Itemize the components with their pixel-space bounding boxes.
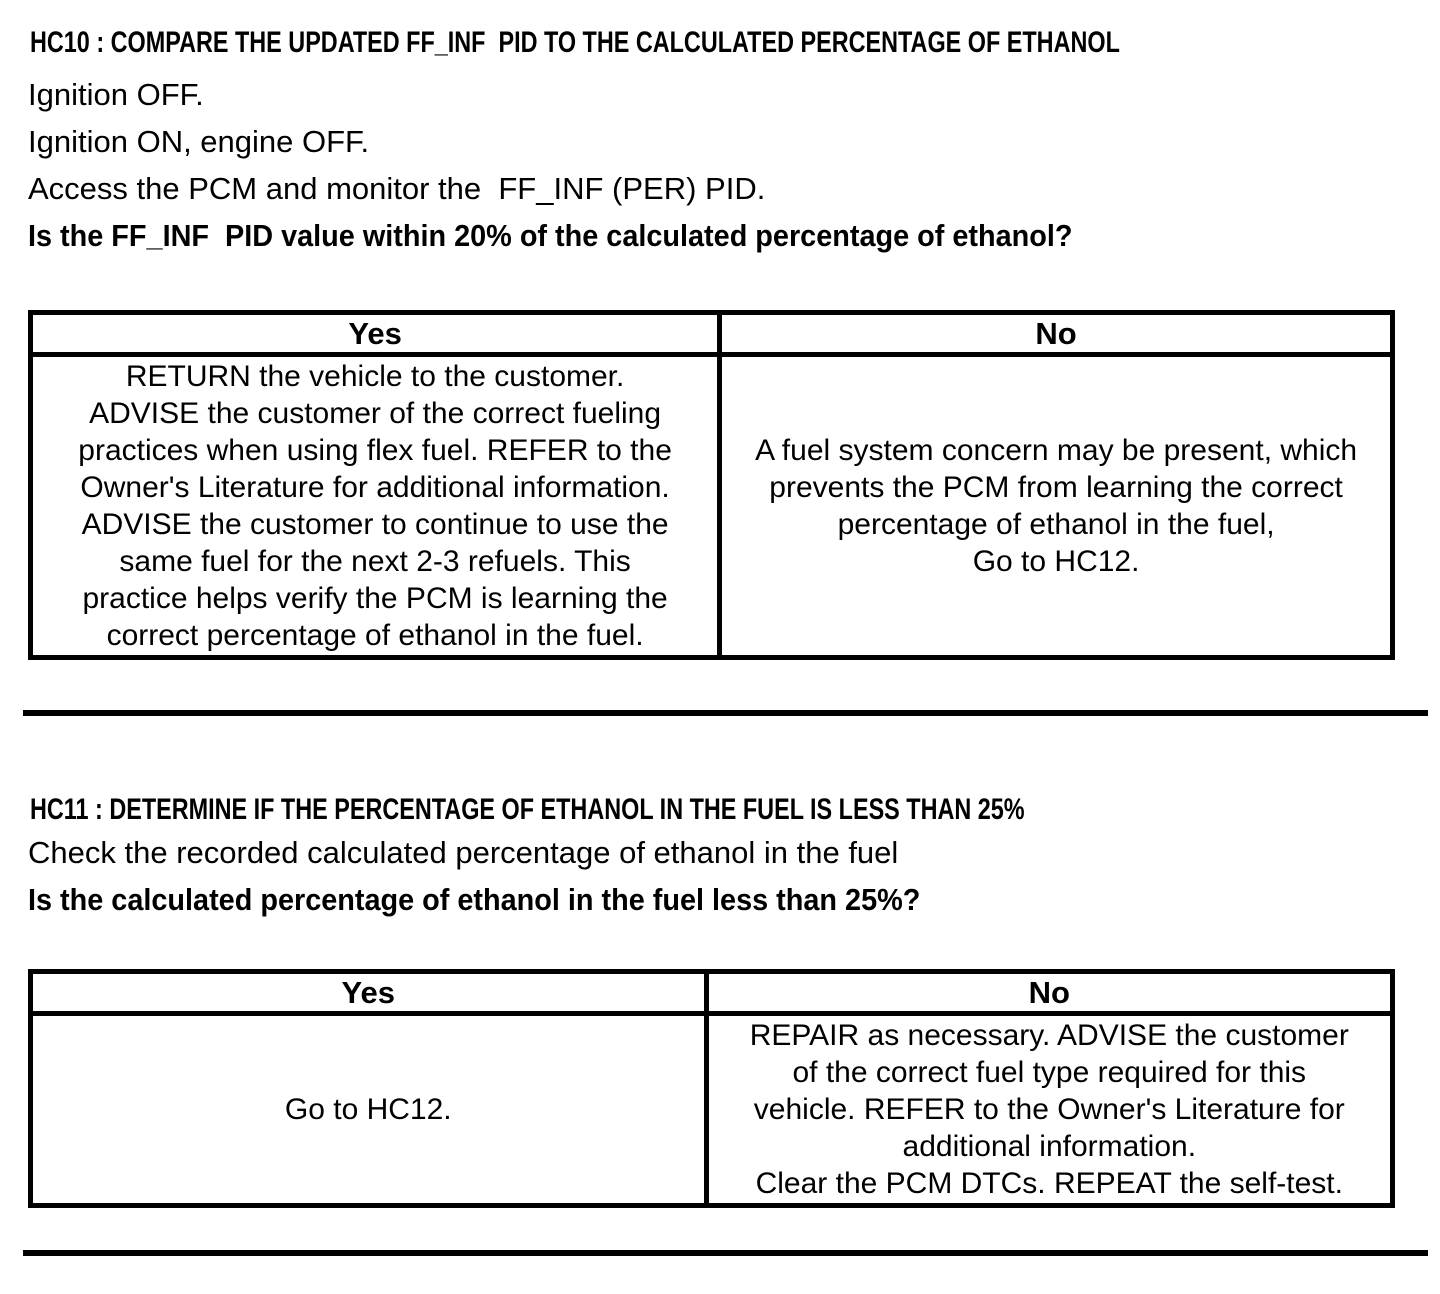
section-divider-rule [23,710,1428,716]
hc10-table-body-row: RETURN the vehicle to the customer. ADVI… [27,352,1395,660]
hc11-heading: HC11 : DETERMINE IF THE PERCENTAGE OF ET… [30,793,1025,826]
hc10-step-ignition-on: Ignition ON, engine OFF. [28,124,370,159]
hc11-table-body-row: Go to HC12. REPAIR as necessary. ADVISE … [28,1011,1396,1208]
document-page: HC10 : COMPARE THE UPDATED FF_INF PID TO… [23,26,1440,1256]
hc10-step-ignition-off: Ignition OFF. [28,77,204,112]
hc10-step-access-pcm: Access the PCM and monitor the FF_INF (P… [28,171,766,206]
hc11-instruction: Check the recorded calculated percentage… [28,835,899,870]
hc11-question: Is the calculated percentage of ethanol … [28,882,921,917]
hc11-yes-header-cell: Yes [28,969,709,1016]
hc10-no-action-cell: A fuel system concern may be present, wh… [717,352,1395,660]
hc10-question: Is the FF_INF PID value within 20% of th… [28,218,1073,253]
hc10-section: HC10 : COMPARE THE UPDATED FF_INF PID TO… [27,26,1440,660]
hc10-decision-table: Yes No RETURN the vehicle to the custome… [27,310,1395,660]
hc10-yes-action-cell: RETURN the vehicle to the customer. ADVI… [27,352,723,660]
hc10-heading: HC10 : COMPARE THE UPDATED FF_INF PID TO… [30,26,1120,59]
hc10-table-header-row: Yes No [27,310,1395,357]
hc10-no-header-cell: No [717,310,1395,357]
page-end-rule [23,1250,1428,1256]
hc11-decision-table: Yes No Go to HC12. REPAIR as necessary. … [28,969,1396,1208]
hc10-yes-header-cell: Yes [27,310,723,357]
hc11-table-header-row: Yes No [28,969,1396,1016]
hc11-no-action-cell: REPAIR as necessary. ADVISE the customer… [703,1011,1396,1208]
hc11-no-header-cell: No [703,969,1396,1016]
hc11-yes-action-cell: Go to HC12. [28,1011,709,1208]
hc11-section: HC11 : DETERMINE IF THE PERCENTAGE OF ET… [28,793,1440,1208]
